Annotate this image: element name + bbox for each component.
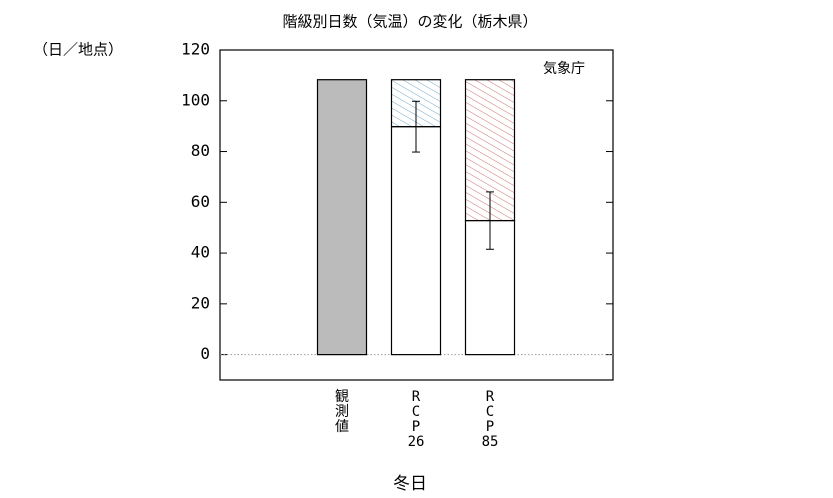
plot-frame xyxy=(219,49,614,381)
bar-segment xyxy=(316,79,368,356)
y-tick-label: 80 xyxy=(191,141,210,160)
y-tick-label: 40 xyxy=(191,243,210,262)
x-tick-label: P xyxy=(412,419,420,435)
bar-segment xyxy=(390,126,442,356)
y-tick-label: 60 xyxy=(191,192,210,211)
x-tick-label: P xyxy=(486,419,494,435)
x-tick-label: R xyxy=(486,389,495,405)
x-tick-label: 26 xyxy=(408,434,425,450)
y-unit: （日／地点） xyxy=(33,41,123,59)
x-tick-label: C xyxy=(412,404,420,420)
x-tick-label: 値 xyxy=(335,419,349,435)
x-tick-label: 観 xyxy=(335,388,349,405)
x-tick-label: 測 xyxy=(335,404,349,420)
y-tick-label: 0 xyxy=(200,344,210,363)
y-tick-label: 120 xyxy=(181,40,210,59)
y-tick-label: 100 xyxy=(181,90,210,109)
annotation: 気象庁 xyxy=(543,61,585,77)
x-tick-label: R xyxy=(412,389,421,405)
y-tick-label: 20 xyxy=(191,293,210,312)
x-axis-label: 冬日 xyxy=(393,474,427,494)
x-tick-label: 85 xyxy=(482,434,499,450)
x-tick-label: C xyxy=(486,404,494,420)
chart-title: 階級別日数（気温）の変化（栃木県） xyxy=(282,13,537,31)
